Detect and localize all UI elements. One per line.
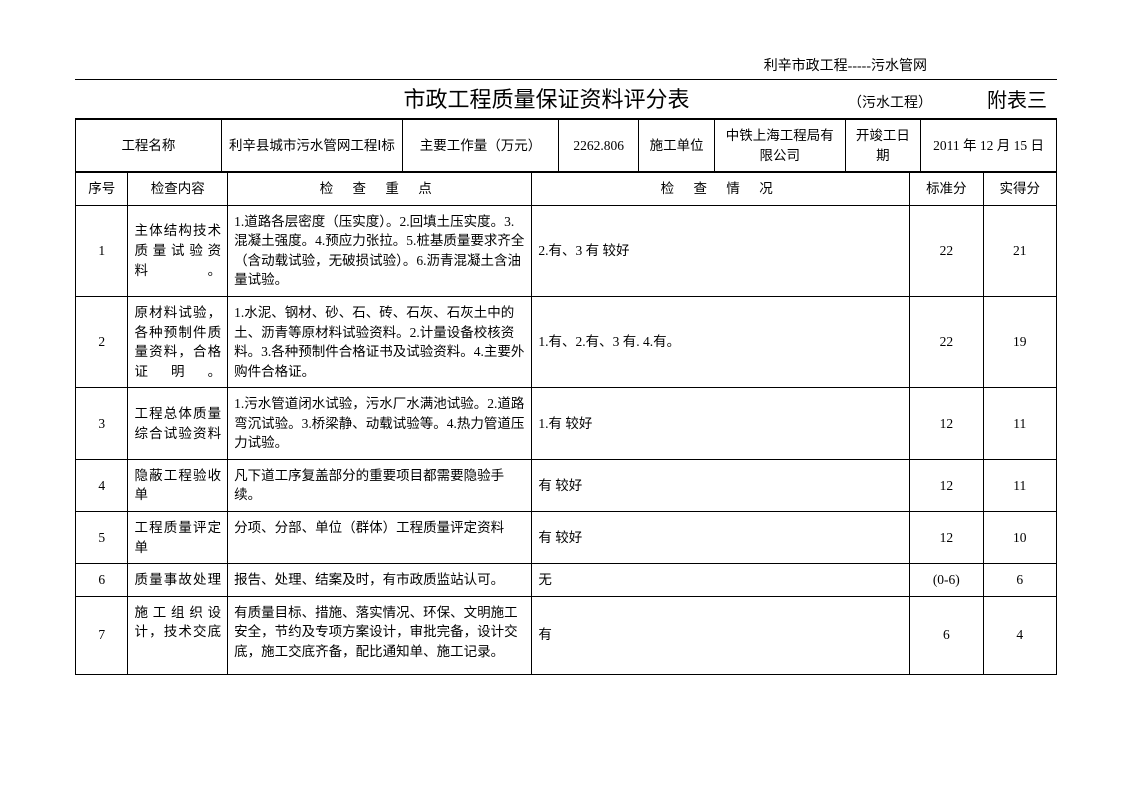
table-row: 4 隐蔽工程验收单 凡下道工序复盖部分的重要项目都需要隐验手续。 有 较好 12… [76,459,1057,511]
cell-standard: 22 [910,205,983,296]
info-workload-value: 2262.806 [558,120,638,172]
info-construct-unit-value: 中铁上海工程局有限公司 [714,120,845,172]
info-workload-label: 主要工作量（万元） [402,120,558,172]
cell-actual: 4 [983,596,1056,674]
cell-seq: 4 [76,459,128,511]
cell-standard: 22 [910,296,983,387]
cell-content: 隐蔽工程验收单 [128,459,228,511]
title-row: 市政工程质量保证资料评分表 （污水工程） 附表三 [75,80,1057,119]
cell-content: 施工组织设计，技术交底 [128,596,228,674]
cell-situation: 有 较好 [532,512,910,564]
cell-situation: 1.有、2.有、3 有. 4.有。 [532,296,910,387]
cell-seq: 5 [76,512,128,564]
cell-actual: 6 [983,564,1056,597]
cell-actual: 11 [983,388,1056,460]
table-header-row: 序号 检查内容 检 查 重 点 检 查 情 况 标准分 实得分 [76,173,1057,206]
col-content-header: 检查内容 [128,173,228,206]
title-appendix: 附表三 [987,84,1057,113]
cell-content: 原材料试验，各种预制件质量资料，合格证明。 [128,296,228,387]
col-actual-header: 实得分 [983,173,1056,206]
cell-focus: 1.道路各层密度（压实度）。2.回填土压实度。3.混凝土强度。4.预应力张拉。5… [228,205,532,296]
col-standard-header: 标准分 [910,173,983,206]
cell-standard: 12 [910,459,983,511]
table-row: 5 工程质量评定单 分项、分部、单位（群体）工程质量评定资料 有 较好 12 1… [76,512,1057,564]
cell-standard: (0-6) [910,564,983,597]
cell-content: 质量事故处理 [128,564,228,597]
cell-standard: 12 [910,388,983,460]
cell-situation: 2.有、3 有 较好 [532,205,910,296]
cell-content: 工程总体质量综合试验资料 [128,388,228,460]
cell-situation: 有 [532,596,910,674]
info-date-label: 开竣工日期 [845,120,920,172]
cell-standard: 12 [910,512,983,564]
info-date-value: 2011 年 12 月 15 日 [921,120,1057,172]
table-row: 7 施工组织设计，技术交底 有质量目标、措施、落实情况、环保、文明施工安全，节约… [76,596,1057,674]
col-focus-header: 检 查 重 点 [228,173,532,206]
title-note: （污水工程） [848,92,987,112]
cell-focus: 凡下道工序复盖部分的重要项目都需要隐验手续。 [228,459,532,511]
cell-content: 主体结构技术质量试验资料。 [128,205,228,296]
table-row: 3 工程总体质量综合试验资料 1.污水管道闭水试验，污水厂水满池试验。2.道路弯… [76,388,1057,460]
cell-seq: 3 [76,388,128,460]
cell-situation: 无 [532,564,910,597]
col-situation-header: 检 查 情 况 [532,173,910,206]
scoring-table: 序号 检查内容 检 查 重 点 检 查 情 况 标准分 实得分 1 主体结构技术… [75,172,1057,675]
cell-situation: 有 较好 [532,459,910,511]
cell-seq: 7 [76,596,128,674]
document-header: 利辛市政工程-----污水管网 [75,55,1057,79]
cell-focus: 报告、处理、结案及时，有市政质监站认可。 [228,564,532,597]
cell-focus: 分项、分部、单位（群体）工程质量评定资料 [228,512,532,564]
info-construct-unit-label: 施工单位 [639,120,714,172]
cell-actual: 11 [983,459,1056,511]
cell-content: 工程质量评定单 [128,512,228,564]
page-container: 利辛市政工程-----污水管网 市政工程质量保证资料评分表 （污水工程） 附表三… [0,0,1122,705]
cell-focus: 1.水泥、钢材、砂、石、砖、石灰、石灰土中的土、沥青等原材料试验资料。2.计量设… [228,296,532,387]
info-row: 工程名称 利辛县城市污水管网工程Ⅰ标 主要工作量（万元） 2262.806 施工… [76,120,1057,172]
cell-actual: 10 [983,512,1056,564]
cell-seq: 1 [76,205,128,296]
info-project-name-value: 利辛县城市污水管网工程Ⅰ标 [221,120,402,172]
cell-situation: 1.有 较好 [532,388,910,460]
cell-actual: 21 [983,205,1056,296]
cell-seq: 2 [76,296,128,387]
table-row: 1 主体结构技术质量试验资料。 1.道路各层密度（压实度）。2.回填土压实度。3… [76,205,1057,296]
cell-standard: 6 [910,596,983,674]
cell-seq: 6 [76,564,128,597]
table-row: 2 原材料试验，各种预制件质量资料，合格证明。 1.水泥、钢材、砂、石、砖、石灰… [76,296,1057,387]
info-project-name-label: 工程名称 [76,120,222,172]
cell-focus: 1.污水管道闭水试验，污水厂水满池试验。2.道路弯沉试验。3.桥梁静、动载试验等… [228,388,532,460]
info-table: 工程名称 利辛县城市污水管网工程Ⅰ标 主要工作量（万元） 2262.806 施工… [75,119,1057,172]
table-row: 6 质量事故处理 报告、处理、结案及时，有市政质监站认可。 无 (0-6) 6 [76,564,1057,597]
cell-actual: 19 [983,296,1056,387]
cell-focus: 有质量目标、措施、落实情况、环保、文明施工安全，节约及专项方案设计，审批完备，设… [228,596,532,674]
page-title: 市政工程质量保证资料评分表 [75,82,848,114]
col-seq-header: 序号 [76,173,128,206]
